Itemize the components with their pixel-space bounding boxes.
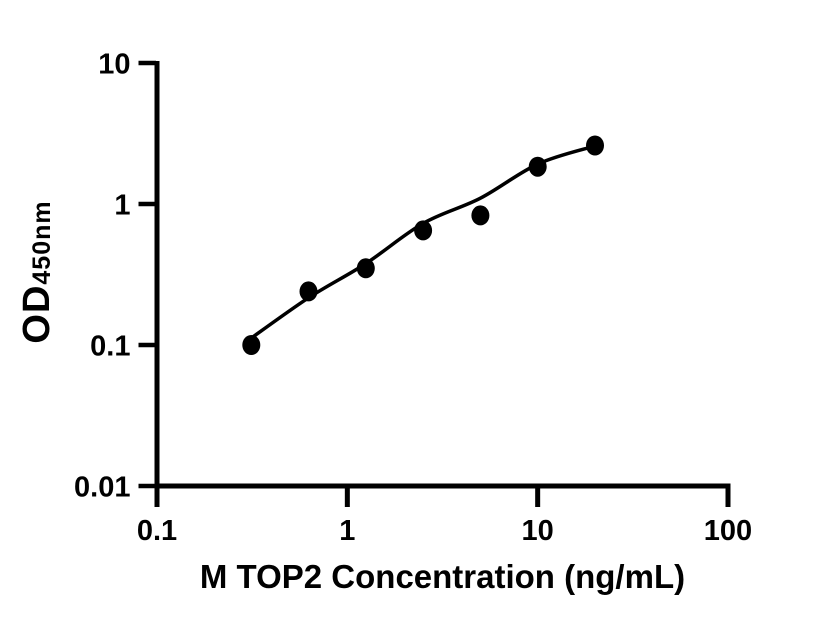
data-point-0.625 [299, 281, 318, 302]
y-axis-title-main: OD [16, 284, 58, 344]
fit-curve-path [243, 144, 597, 345]
data-point-1.25 [356, 258, 375, 279]
x-tick-label-10: 10 [522, 515, 554, 547]
axes [154, 61, 731, 489]
y-axis-title-subscript: 450nm [28, 200, 56, 285]
x-tick-label-100: 100 [704, 515, 752, 547]
y-tick-label-10: 10 [98, 49, 130, 81]
data-point-10 [528, 156, 547, 177]
x-axis-title: M TOP2 Concentration (ng/mL) [199, 558, 686, 595]
y-tick-label-0.01: 0.01 [74, 472, 130, 504]
data-point-20 [586, 135, 604, 156]
fitted-curve [243, 144, 597, 345]
x-tick-label-1: 1 [339, 515, 355, 547]
y-axis-title: OD 450nm [16, 172, 76, 372]
data-point-5 [471, 205, 490, 226]
y-tick-label-0.1: 0.1 [90, 331, 130, 363]
axis-ticks [138, 60, 731, 507]
data-points [242, 135, 604, 355]
y-tick-label-1: 1 [114, 190, 130, 222]
x-tick-label-0.1: 0.1 [137, 515, 177, 547]
data-point-2.5 [414, 220, 433, 241]
data-point-0.313 [242, 335, 261, 355]
